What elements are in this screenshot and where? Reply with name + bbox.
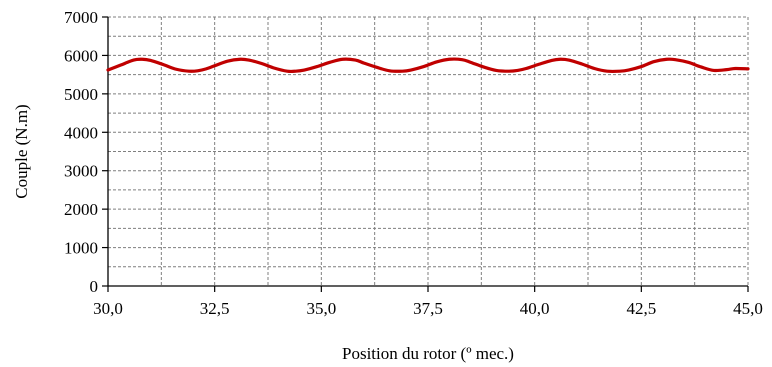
x-tick-label: 32,5 xyxy=(200,299,230,318)
y-tick-label: 7000 xyxy=(64,8,98,27)
y-tick-label: 4000 xyxy=(64,123,98,142)
x-axis-title: Position du rotor (º mec.) xyxy=(342,344,514,363)
y-tick-label: 5000 xyxy=(64,85,98,104)
torque-series-line xyxy=(106,57,750,74)
x-tick-label: 40,0 xyxy=(520,299,550,318)
x-tick-label: 45,0 xyxy=(733,299,763,318)
x-tick-label: 42,5 xyxy=(626,299,656,318)
tick-marks xyxy=(102,16,749,292)
x-tick-label: 35,0 xyxy=(306,299,336,318)
y-tick-label: 0 xyxy=(90,277,99,296)
tick-labels: 30,0 32,5 35,0 37,5 40,0 42,5 45,0 0 1000 2000 300… xyxy=(64,8,763,318)
y-axis-title: Couple (N.m) xyxy=(12,104,31,198)
x-tick-label: 37,5 xyxy=(413,299,443,318)
grid-lines xyxy=(108,16,749,286)
y-tick-label: 1000 xyxy=(64,239,98,258)
y-tick-label: 3000 xyxy=(64,162,98,181)
x-tick-label: 30,0 xyxy=(93,299,123,318)
y-tick-label: 2000 xyxy=(64,200,98,219)
y-tick-label: 6000 xyxy=(64,46,98,65)
series xyxy=(106,57,750,74)
